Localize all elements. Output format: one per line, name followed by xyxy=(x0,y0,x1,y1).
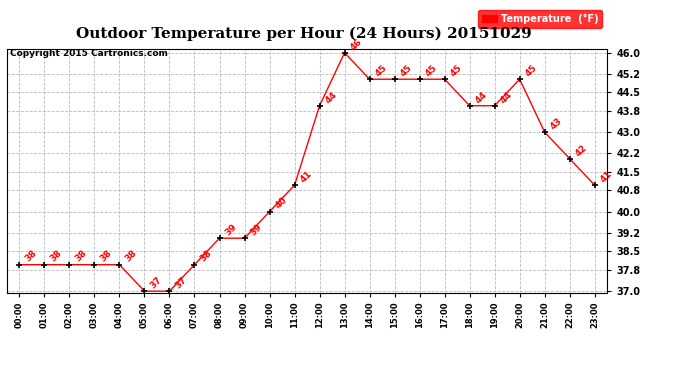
Text: 39: 39 xyxy=(224,222,239,237)
Text: 37: 37 xyxy=(148,275,164,290)
Text: 42: 42 xyxy=(574,142,589,158)
Text: 38: 38 xyxy=(99,249,114,264)
Text: 41: 41 xyxy=(599,169,614,184)
Legend: Temperature  (°F): Temperature (°F) xyxy=(478,10,602,28)
Text: 38: 38 xyxy=(23,249,39,264)
Text: 38: 38 xyxy=(199,249,214,264)
Text: 45: 45 xyxy=(374,63,389,78)
Text: 44: 44 xyxy=(474,90,489,105)
Text: 43: 43 xyxy=(549,116,564,131)
Text: 38: 38 xyxy=(124,249,139,264)
Text: 38: 38 xyxy=(48,249,63,264)
Text: 46: 46 xyxy=(348,37,364,52)
Text: 45: 45 xyxy=(524,63,539,78)
Text: 37: 37 xyxy=(174,275,189,290)
Text: 38: 38 xyxy=(74,249,89,264)
Text: Outdoor Temperature per Hour (24 Hours) 20151029: Outdoor Temperature per Hour (24 Hours) … xyxy=(76,26,531,40)
Text: 39: 39 xyxy=(248,222,264,237)
Text: 41: 41 xyxy=(299,169,314,184)
Text: 45: 45 xyxy=(399,63,414,78)
Text: Copyright 2015 Cartronics.com: Copyright 2015 Cartronics.com xyxy=(10,49,168,58)
Text: 40: 40 xyxy=(274,196,289,211)
Text: 44: 44 xyxy=(499,90,514,105)
Text: 45: 45 xyxy=(448,63,464,78)
Text: 45: 45 xyxy=(424,63,439,78)
Text: 44: 44 xyxy=(324,90,339,105)
